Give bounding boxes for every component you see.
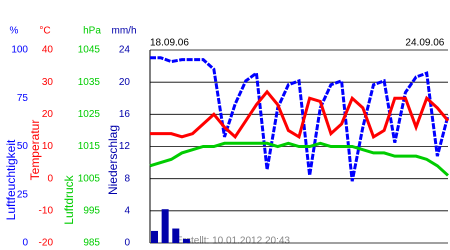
axis-label: Niederschlag	[106, 125, 120, 195]
y-tick-label: 10	[42, 141, 54, 152]
series-line	[150, 89, 450, 140]
bar	[161, 209, 169, 243]
y-tick-label: 16	[119, 109, 131, 120]
y-tick-label: 20	[42, 109, 54, 120]
axis-unit: °C	[39, 26, 50, 37]
y-tick-label: 100	[11, 45, 28, 56]
y-tick-label: 1025	[78, 109, 101, 120]
bar	[182, 238, 190, 243]
annotation: Erstellt: 10.01.2012 20:43	[176, 236, 290, 247]
y-tick-label: 20	[119, 77, 131, 88]
axis-label: Temperatur	[28, 120, 42, 181]
axis-unit: mm/h	[112, 26, 137, 37]
x-tick-label: 18.09.06	[150, 38, 189, 49]
y-tick-label: 75	[17, 93, 29, 104]
y-tick-label: 30	[42, 77, 54, 88]
y-tick-label: 40	[42, 45, 54, 56]
bar	[151, 230, 158, 243]
y-tick-label: 1015	[78, 141, 101, 152]
axis-label: Luftfeuchtigkeit	[4, 139, 18, 220]
bar	[172, 228, 180, 243]
y-tick-label: 12	[119, 141, 131, 152]
y-tick-label: 1035	[78, 77, 101, 88]
axis-label: Luftdruck	[62, 174, 76, 224]
y-tick-label: 1005	[78, 173, 101, 184]
y-tick-label: 985	[83, 238, 100, 249]
series-line	[150, 56, 450, 182]
y-tick-label: 1045	[78, 45, 101, 56]
y-tick-label: -10	[39, 205, 54, 216]
axis-unit: %	[10, 26, 19, 37]
y-tick-label: 0	[124, 238, 130, 249]
y-tick-label: 4	[124, 205, 130, 216]
y-tick-label: 24	[119, 45, 131, 56]
y-tick-label: -20	[39, 238, 54, 249]
y-tick-label: 8	[124, 173, 130, 184]
y-tick-label: 0	[47, 173, 53, 184]
x-tick-label: 24.09.06	[405, 38, 444, 49]
y-tick-label: 25	[17, 189, 29, 200]
y-tick-label: 50	[17, 141, 29, 152]
y-tick-label: 0	[22, 238, 28, 249]
y-tick-label: 995	[83, 205, 100, 216]
series-line	[149, 141, 450, 177]
axis-unit: hPa	[83, 26, 101, 37]
